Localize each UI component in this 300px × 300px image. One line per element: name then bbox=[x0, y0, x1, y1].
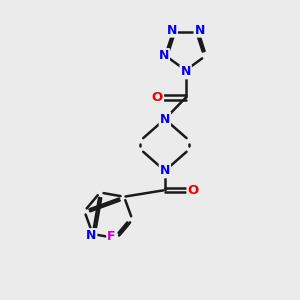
Text: F: F bbox=[107, 230, 116, 243]
Text: N: N bbox=[181, 65, 191, 78]
Text: N: N bbox=[167, 24, 177, 37]
Text: O: O bbox=[188, 184, 199, 196]
Text: N: N bbox=[160, 164, 170, 177]
Text: N: N bbox=[159, 49, 169, 62]
Text: N: N bbox=[86, 229, 96, 242]
Text: N: N bbox=[160, 112, 170, 126]
Text: O: O bbox=[152, 91, 163, 104]
Text: N: N bbox=[194, 24, 205, 37]
